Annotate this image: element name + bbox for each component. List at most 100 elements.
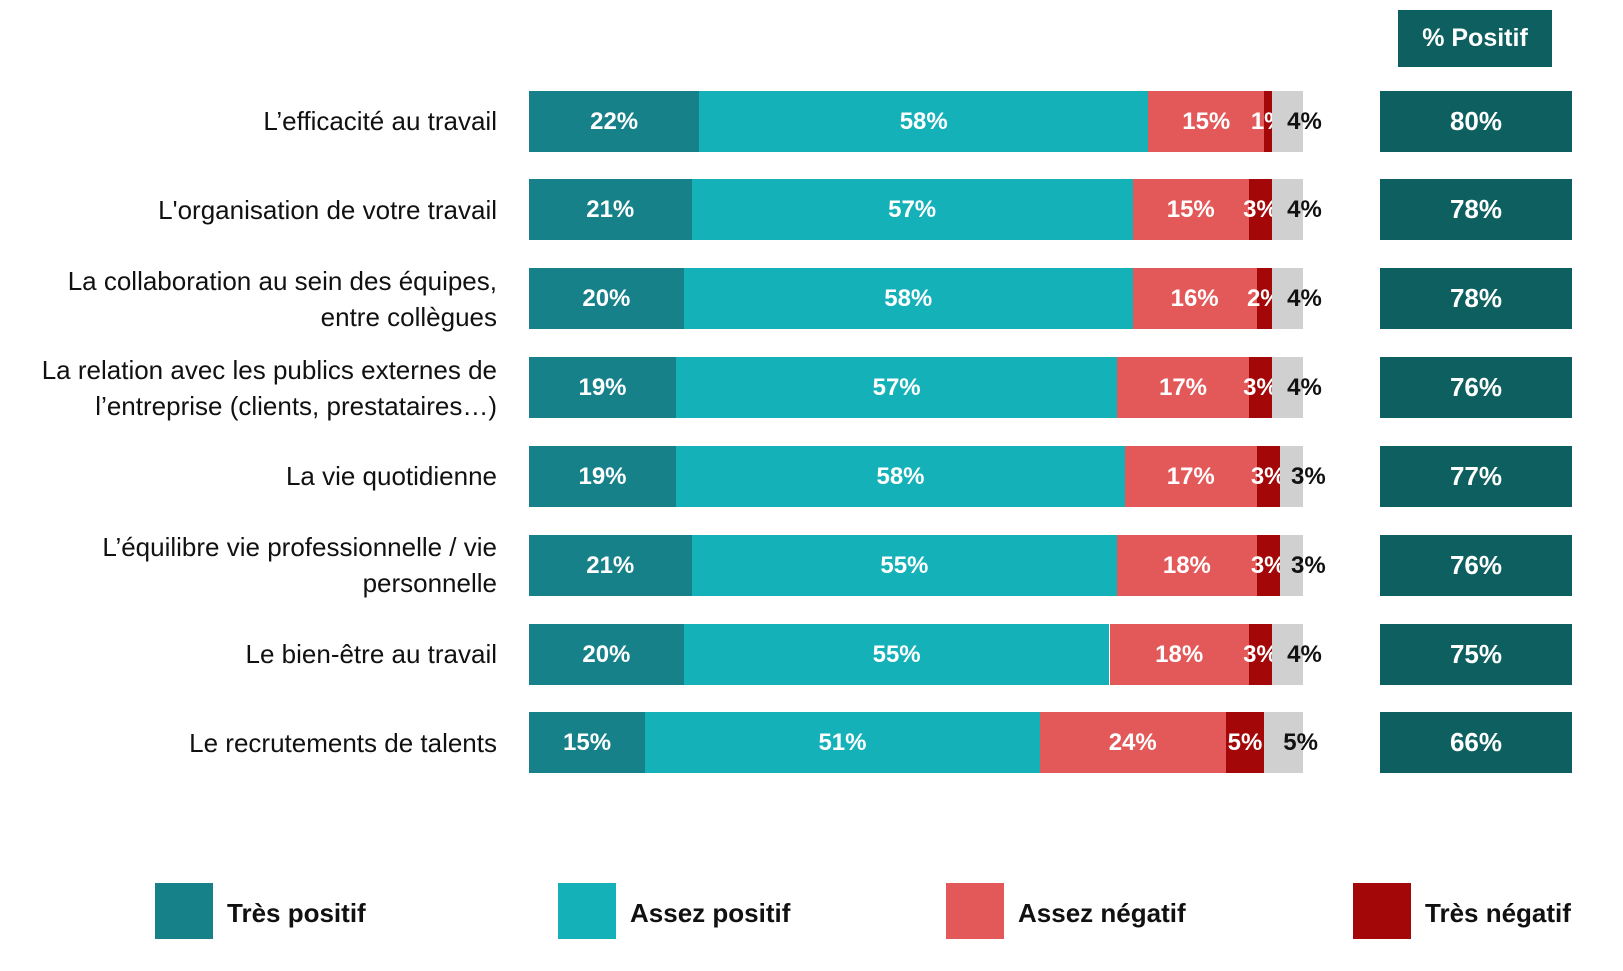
total-label: 66% — [1449, 727, 1503, 758]
bar-segment — [1117, 357, 1249, 419]
bar-segment — [676, 445, 1125, 507]
bar-segment — [1272, 623, 1303, 685]
value-label: 16% — [1170, 285, 1219, 313]
bar-segment — [529, 179, 692, 241]
bar-segment — [683, 623, 1110, 685]
value-label: 15% — [563, 729, 612, 757]
bar-segment — [1248, 623, 1273, 685]
value-label: 15% — [1166, 196, 1215, 224]
category-label: Le bien-être au travail — [245, 639, 497, 670]
bar-segment — [529, 90, 700, 152]
total-label: 76% — [1449, 372, 1503, 403]
bar-segment — [683, 268, 1133, 330]
value-label: 17% — [1166, 462, 1215, 490]
total-box — [1380, 179, 1572, 241]
bar-segment — [529, 712, 646, 774]
total-label: 78% — [1449, 283, 1503, 314]
value-label: 3% — [1243, 640, 1278, 668]
value-label: 57% — [872, 374, 921, 402]
total-box — [1380, 712, 1572, 774]
legend-swatch — [946, 883, 1004, 939]
value-label: 57% — [888, 196, 937, 224]
value-label: 4% — [1287, 107, 1322, 135]
value-label: 4% — [1287, 374, 1322, 402]
bar-segment — [1039, 712, 1226, 774]
legend-swatch — [558, 883, 616, 939]
legend-label: Très négatif — [1425, 898, 1571, 928]
category-label: La collaboration au sein des équipes, en… — [67, 265, 497, 332]
category-label: L’efficacité au travail — [263, 106, 497, 136]
value-label: 3% — [1291, 551, 1326, 579]
bar-segment — [676, 357, 1118, 419]
bar-segment — [645, 712, 1040, 774]
category-label: L'organisation de votre travail — [158, 194, 497, 225]
value-label: 4% — [1287, 196, 1322, 224]
value-label: 20% — [582, 285, 631, 313]
value-label: 21% — [586, 551, 635, 579]
bar-segment — [1272, 268, 1303, 330]
category-label: La vie quotidienne — [285, 461, 497, 492]
bar-segment — [1109, 623, 1249, 685]
category-label: L’équilibre vie professionnelle / vie pe… — [102, 532, 497, 599]
bar-segment — [1248, 357, 1273, 419]
totals-header: % Positif — [1398, 10, 1552, 67]
total-box — [1380, 445, 1572, 507]
total-box — [1380, 90, 1572, 152]
value-label: 19% — [578, 462, 627, 490]
value-label: 3% — [1250, 462, 1286, 490]
value-label: 18% — [1162, 551, 1211, 579]
value-label: 15% — [1182, 107, 1231, 135]
bar-segment — [1148, 90, 1265, 152]
value-label: 55% — [872, 640, 921, 668]
value-label: 4% — [1287, 285, 1322, 313]
value-label: 3% — [1243, 196, 1278, 224]
bar-segment — [1248, 179, 1273, 241]
value-label: 20% — [582, 640, 631, 668]
bar-segment — [1264, 90, 1273, 152]
value-label: 3% — [1243, 374, 1278, 402]
value-label: 5% — [1227, 729, 1263, 757]
legend-swatch — [1353, 883, 1411, 939]
total-box — [1380, 534, 1572, 596]
value-label: 55% — [880, 551, 929, 579]
bar-segment — [1279, 534, 1303, 596]
bar-segment — [529, 445, 677, 507]
bar-segment — [1225, 712, 1265, 774]
bar-segment — [529, 268, 684, 330]
total-label: 80% — [1449, 105, 1503, 136]
bar-segment — [1256, 268, 1273, 330]
bar-segment — [1264, 712, 1303, 774]
bar-segment — [1256, 534, 1280, 596]
bar-segment — [1117, 534, 1257, 596]
total-label: 75% — [1449, 638, 1503, 669]
total-box — [1380, 357, 1572, 419]
total-label: 78% — [1449, 194, 1503, 225]
value-label: 24% — [1108, 729, 1157, 757]
bar-segment — [1132, 179, 1249, 241]
value-label: 22% — [590, 107, 639, 135]
bar-segment — [1272, 179, 1303, 241]
value-label: 3% — [1291, 462, 1326, 490]
value-label: 19% — [578, 374, 627, 402]
value-label: 17% — [1158, 374, 1208, 402]
category-label: Le recrutements de talents — [189, 727, 497, 758]
legend-label: Assez négatif — [1018, 898, 1186, 928]
value-label: 5% — [1283, 729, 1318, 757]
legend-label: Assez positif — [630, 898, 791, 928]
value-label: 3% — [1250, 551, 1286, 579]
total-box — [1380, 623, 1572, 685]
bar-segment — [529, 534, 692, 596]
bar-segment — [699, 90, 1149, 152]
category-label: La relation avec les publics externes de… — [41, 354, 497, 421]
bar-segment — [1272, 357, 1303, 419]
legend-swatch — [155, 883, 213, 939]
value-label: 58% — [876, 462, 925, 490]
value-label: 4% — [1287, 640, 1322, 668]
bar-segment — [529, 357, 677, 419]
value-label: 21% — [586, 196, 635, 224]
legend-label: Très positif — [227, 898, 366, 928]
total-label: 76% — [1449, 549, 1503, 580]
bar-segment — [1279, 445, 1303, 507]
value-label: 58% — [884, 285, 933, 313]
